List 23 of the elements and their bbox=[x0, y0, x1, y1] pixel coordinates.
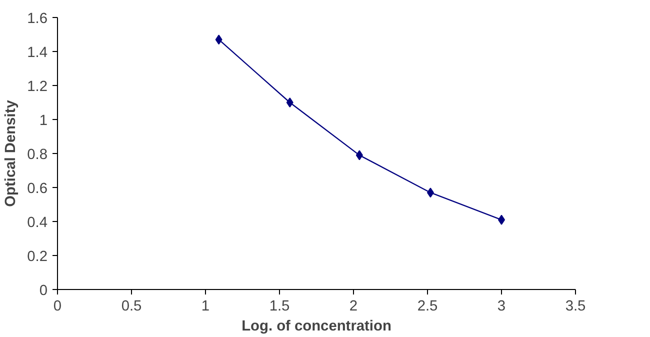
x-axis-title: Log. of concentration bbox=[242, 318, 392, 334]
point bbox=[426, 188, 434, 198]
y-axis-title: Optical Density bbox=[3, 99, 20, 207]
y-tick-label: 0.8 bbox=[27, 147, 48, 163]
y-tick-label: 1.2 bbox=[27, 79, 48, 95]
y-tick-label: 1.6 bbox=[27, 11, 48, 27]
x-tick-label: 3.5 bbox=[565, 298, 586, 314]
point bbox=[215, 34, 222, 45]
point bbox=[356, 150, 363, 160]
x-tick-label: 2 bbox=[349, 298, 358, 314]
y-tick-label: 0.4 bbox=[27, 215, 48, 231]
x-tick-label: 0.5 bbox=[121, 298, 142, 314]
x-tick-label: 1.5 bbox=[269, 298, 290, 314]
y-tick-label: 0.6 bbox=[27, 181, 48, 197]
x-tick-label: 2.5 bbox=[417, 298, 438, 314]
x-tick-label: 1 bbox=[201, 298, 210, 314]
x-tick-label: 3 bbox=[497, 298, 506, 314]
y-tick-label: 0 bbox=[39, 283, 48, 299]
y-tick-label: 1.4 bbox=[27, 45, 48, 61]
x-tick-label: 0 bbox=[53, 298, 62, 314]
y-tick-label: 0.2 bbox=[27, 249, 48, 265]
point bbox=[286, 98, 294, 108]
y-tick-label: 1 bbox=[39, 113, 48, 129]
